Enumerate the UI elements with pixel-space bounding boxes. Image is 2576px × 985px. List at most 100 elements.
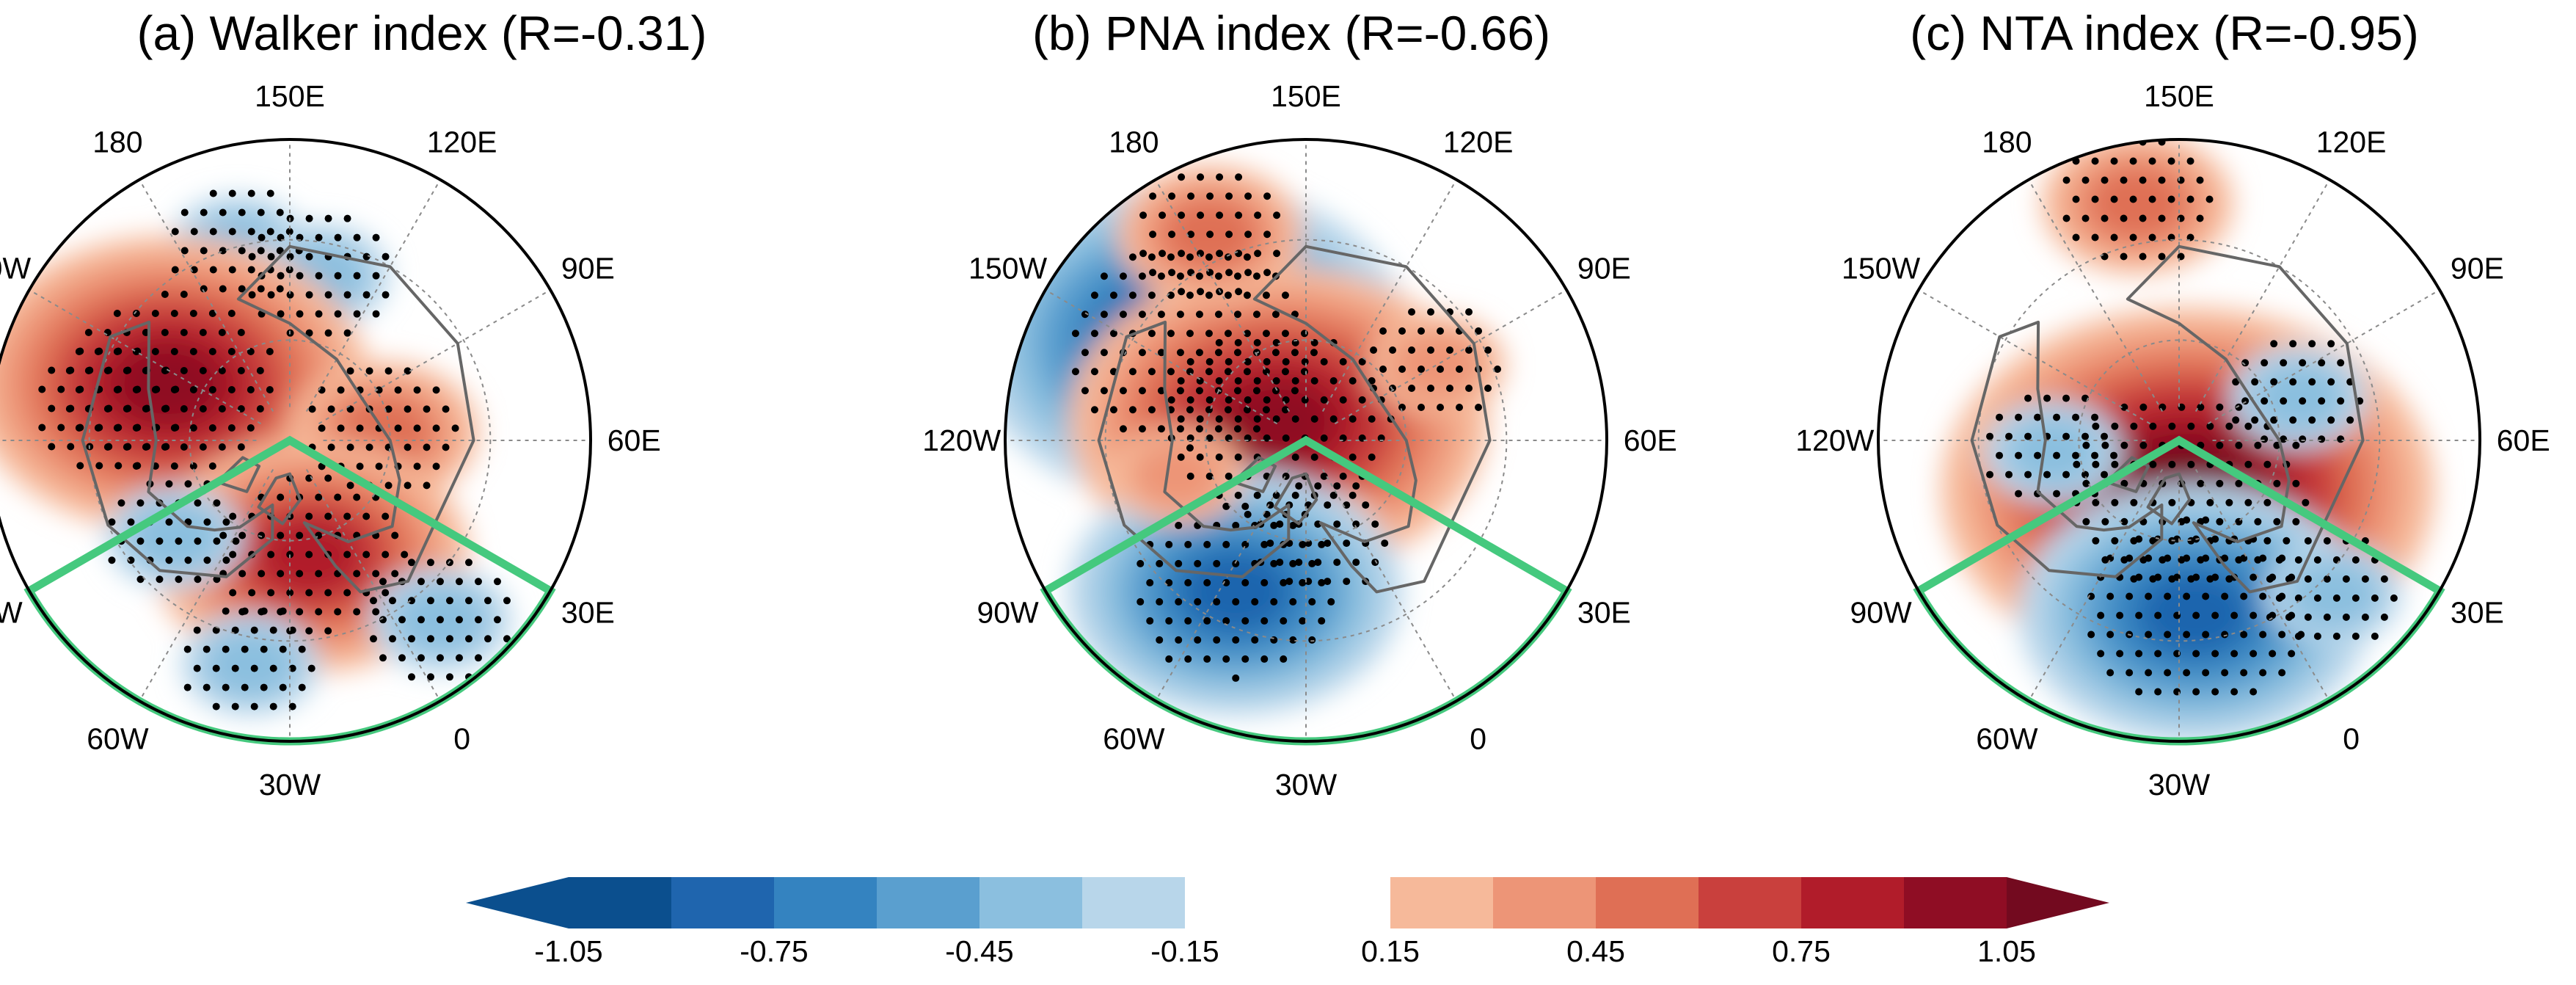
stipple-dot [170, 347, 178, 355]
stipple-dot [305, 627, 313, 635]
stipple-dot [503, 635, 511, 643]
longitude-label: 60E [2497, 424, 2550, 457]
stipple-dot [334, 493, 342, 501]
stipple-dot [343, 214, 351, 222]
stipple-dot [2241, 397, 2250, 405]
stipple-dot [1224, 368, 1232, 376]
stipple-dot [1176, 349, 1184, 357]
stipple-dot [229, 550, 237, 559]
stipple-dot [108, 518, 116, 526]
stipple-dot [2005, 432, 2013, 440]
stipple-dot [2216, 517, 2224, 526]
stipple-dot [2211, 573, 2219, 581]
stipple-dot [2081, 432, 2090, 440]
stipple-dot [1156, 559, 1164, 567]
stipple-dot [209, 228, 217, 236]
stipple-dot [1149, 269, 1157, 277]
stipple-dot [1178, 288, 1186, 296]
stipple-dot [2106, 592, 2115, 600]
stipple-dot [2062, 214, 2070, 222]
stipple-dot [222, 645, 230, 653]
stipple-dot [2196, 214, 2204, 222]
stipple-dot [257, 247, 265, 255]
stipple-dot [1184, 655, 1192, 663]
stipple-dot [2275, 594, 2283, 602]
stipple-dot [2263, 537, 2272, 545]
stipple-dot [1225, 192, 1233, 200]
stipple-dot [1260, 655, 1269, 663]
stipple-dot [1324, 578, 1332, 586]
stipple-dot [269, 664, 277, 672]
stipple-dot [2285, 613, 2293, 621]
stipple-dot [250, 702, 258, 710]
stipple-dot [222, 683, 230, 691]
stipple-dot [2154, 573, 2162, 581]
stipple-dot [343, 329, 351, 337]
stipple-dot [1100, 272, 1108, 280]
stipple-dot [132, 385, 140, 393]
stipple-dot [1233, 310, 1241, 319]
stipple-dot [175, 537, 183, 545]
stipple-dot [436, 578, 444, 586]
stipple-dot [142, 404, 150, 412]
stipple-dot [1233, 272, 1241, 280]
stipple-dot [1263, 230, 1271, 239]
stipple-dot [132, 309, 140, 317]
stipple-dot [1195, 310, 1203, 319]
stipple-dot [1216, 250, 1224, 258]
map-frame [1877, 138, 2481, 743]
stipple-dot [218, 443, 226, 451]
stipple-dot [165, 480, 173, 488]
stipple-dot [1234, 491, 1242, 499]
stipple-dot [2168, 498, 2176, 506]
stipple-dot [1167, 253, 1175, 261]
stipple-dot [1243, 330, 1251, 338]
colorbar-swatch [1493, 877, 1596, 928]
stipple-dot [1241, 578, 1249, 586]
stipple-dot [315, 310, 323, 318]
stipple-dot [1186, 396, 1194, 404]
stipple-dot [388, 597, 396, 605]
stipple-dot [208, 462, 216, 470]
stipple-dot [277, 531, 285, 539]
stipple-dot [231, 626, 239, 634]
stipple-dot [1427, 346, 1435, 354]
stipple-dot [2148, 233, 2156, 241]
stipple-dot [38, 385, 46, 393]
stipple-dot [1320, 472, 1328, 480]
stipple-dot [1272, 377, 1280, 385]
stipple-dot [199, 443, 207, 451]
stipple-dot [2034, 451, 2042, 459]
stipple-dot [238, 285, 246, 293]
stipple-dot [384, 481, 393, 490]
stipple-dot [1252, 272, 1260, 280]
stipple-dot [1197, 288, 1205, 296]
stipple-dot [1235, 211, 1243, 219]
stipple-dot [404, 367, 412, 375]
coastline [1273, 472, 1318, 526]
stipple-dot [2110, 157, 2118, 165]
stipple-dot [228, 228, 236, 236]
stipple-dot [95, 462, 103, 470]
stipple-dot [277, 493, 285, 501]
stipple-dot [2202, 592, 2210, 600]
stipple-dot [2101, 517, 2109, 526]
stipple-dot [2235, 441, 2243, 449]
stipple-dot [1215, 377, 1223, 385]
stipple-dot [1119, 310, 1127, 319]
stipple-dot [2278, 630, 2286, 639]
stipple-dot [1244, 192, 1252, 200]
coastline [1970, 320, 2164, 578]
stipple-dot [1381, 539, 1389, 548]
stipple-dot [464, 597, 472, 605]
stipple-dot [1270, 559, 1278, 567]
stipple-dot [2292, 517, 2300, 526]
stipple-dot [2216, 403, 2224, 411]
stipple-dot [286, 550, 294, 559]
stipple-dot [2062, 394, 2070, 402]
stipple-dot [1370, 346, 1378, 354]
stipple-dot [1352, 520, 1360, 528]
stipple-dot [2139, 441, 2148, 449]
stipple-dot [1222, 655, 1230, 663]
stipple-dot [1233, 349, 1241, 357]
